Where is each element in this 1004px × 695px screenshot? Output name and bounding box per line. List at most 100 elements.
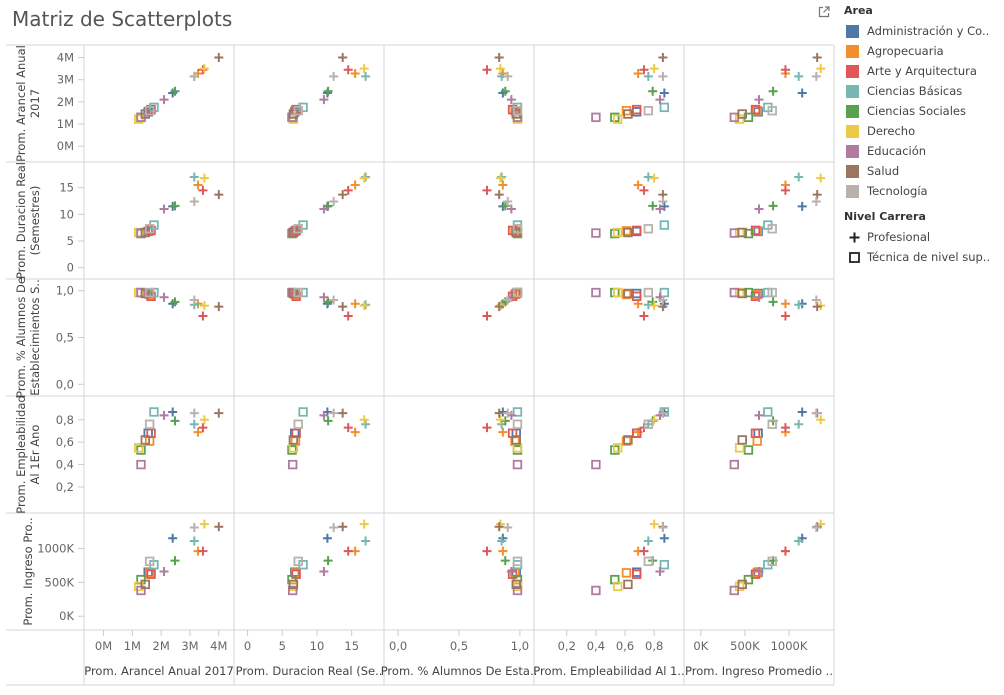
scatter-point-profesional[interactable]	[643, 71, 653, 81]
scatter-point-profesional[interactable]	[780, 423, 790, 433]
scatter-point-tecnica[interactable]	[144, 105, 155, 116]
scatter-point-profesional[interactable]	[794, 71, 804, 81]
scatter-point-profesional[interactable]	[794, 172, 804, 182]
scatter-point-profesional[interactable]	[811, 197, 821, 207]
scatter-point-profesional[interactable]	[482, 65, 492, 75]
scatter-point-tecnica[interactable]	[623, 435, 633, 445]
legend-item-area[interactable]: Salud	[846, 162, 1002, 182]
scatter-point-profesional[interactable]	[794, 419, 804, 429]
scatter-point-tecnica[interactable]	[613, 581, 623, 592]
legend-item-area[interactable]: Administración y Co..	[846, 22, 1002, 42]
scatter-point-profesional[interactable]	[649, 64, 659, 74]
scatter-point-tecnica[interactable]	[743, 574, 754, 585]
scatter-point-profesional[interactable]	[193, 427, 203, 437]
scatter-point-profesional[interactable]	[754, 567, 764, 576]
scatter-point-profesional[interactable]	[198, 423, 208, 433]
scatter-point-tecnica[interactable]	[288, 435, 299, 445]
scatter-point-profesional[interactable]	[329, 295, 339, 305]
scatter-point-profesional[interactable]	[503, 295, 513, 305]
scatter-point-profesional[interactable]	[199, 173, 209, 183]
scatter-point-profesional[interactable]	[780, 65, 790, 75]
scatter-point-tecnica[interactable]	[512, 556, 523, 567]
scatter-point-profesional[interactable]	[498, 427, 508, 437]
scatter-point-tecnica[interactable]	[734, 443, 745, 453]
scatter-point-profesional[interactable]	[816, 64, 826, 74]
scatter-point-profesional[interactable]	[329, 408, 339, 418]
scatter-point-profesional[interactable]	[500, 416, 510, 426]
scatter-point-tecnica[interactable]	[659, 102, 670, 113]
scatter-point-profesional[interactable]	[319, 204, 329, 214]
scatter-point-profesional[interactable]	[639, 185, 649, 195]
scatter-point-profesional[interactable]	[170, 201, 180, 211]
scatter-point-tecnica[interactable]	[591, 459, 601, 470]
scatter-point-tecnica[interactable]	[287, 445, 297, 455]
scatter-point-profesional[interactable]	[658, 197, 668, 207]
scatter-point-profesional[interactable]	[658, 71, 668, 81]
scatter-point-profesional[interactable]	[797, 88, 807, 98]
scatter-point-profesional[interactable]	[329, 197, 339, 207]
scatter-point-profesional[interactable]	[754, 204, 764, 214]
scatter-point-tecnica[interactable]	[631, 291, 642, 301]
scatter-point-tecnica[interactable]	[288, 579, 299, 590]
scatter-point-tecnica[interactable]	[643, 105, 654, 116]
scatter-point-tecnica[interactable]	[512, 445, 523, 455]
legend-item-level[interactable]: Técnica de nivel sup..	[846, 248, 1002, 268]
scatter-point-profesional[interactable]	[659, 88, 669, 98]
scatter-point-profesional[interactable]	[319, 567, 329, 576]
scatter-point-profesional[interactable]	[350, 180, 360, 190]
scatter-point-tecnica[interactable]	[767, 224, 777, 234]
scatter-point-profesional[interactable]	[633, 68, 643, 78]
legend-item-area[interactable]: Tecnología	[846, 182, 1002, 202]
scatter-point-tecnica[interactable]	[293, 105, 303, 116]
scatter-point-profesional[interactable]	[359, 64, 369, 74]
scatter-point-tecnica[interactable]	[133, 114, 144, 124]
scatter-point-profesional[interactable]	[500, 86, 510, 96]
legend-item-level[interactable]: Profesional	[846, 228, 1002, 248]
scatter-point-tecnica[interactable]	[623, 227, 633, 238]
scatter-point-profesional[interactable]	[198, 65, 208, 75]
scatter-point-profesional[interactable]	[506, 567, 516, 576]
scatter-point-profesional[interactable]	[655, 95, 665, 105]
scatter-point-tecnica[interactable]	[737, 288, 747, 299]
scatter-point-tecnica[interactable]	[729, 459, 740, 470]
legend-item-area[interactable]: Agropecuaria	[846, 42, 1002, 62]
scatter-point-profesional[interactable]	[649, 301, 659, 311]
scatter-point-profesional[interactable]	[189, 419, 199, 429]
scatter-point-tecnica[interactable]	[737, 109, 747, 119]
scatter-point-tecnica[interactable]	[511, 435, 521, 445]
scatter-point-tecnica[interactable]	[512, 407, 523, 417]
scatter-point-profesional[interactable]	[189, 197, 199, 207]
scatter-point-profesional[interactable]	[754, 410, 764, 420]
scatter-point-profesional[interactable]	[159, 95, 169, 105]
scatter-point-profesional[interactable]	[168, 407, 178, 417]
scatter-point-profesional[interactable]	[658, 53, 668, 63]
scatter-point-profesional[interactable]	[170, 416, 180, 426]
scatter-point-tecnica[interactable]	[659, 220, 670, 230]
scatter-point-profesional[interactable]	[780, 546, 790, 556]
scatter-point-tecnica[interactable]	[734, 287, 745, 298]
scatter-point-profesional[interactable]	[359, 519, 369, 529]
scatter-point-tecnica[interactable]	[136, 445, 146, 455]
scatter-point-profesional[interactable]	[811, 408, 821, 418]
scatter-point-tecnica[interactable]	[591, 585, 601, 596]
scatter-point-profesional[interactable]	[506, 95, 516, 105]
scatter-point-profesional[interactable]	[189, 408, 199, 418]
scatter-point-profesional[interactable]	[503, 71, 513, 81]
scatter-point-profesional[interactable]	[768, 201, 778, 211]
scatter-point-tecnica[interactable]	[512, 224, 523, 234]
scatter-point-tecnica[interactable]	[623, 288, 633, 299]
scatter-point-profesional[interactable]	[811, 522, 821, 532]
scatter-point-profesional[interactable]	[189, 172, 199, 182]
scatter-point-profesional[interactable]	[319, 95, 329, 105]
scatter-point-profesional[interactable]	[198, 311, 208, 321]
scatter-point-profesional[interactable]	[797, 407, 807, 417]
scatter-point-profesional[interactable]	[214, 522, 224, 532]
scatter-point-tecnica[interactable]	[133, 443, 144, 453]
scatter-point-profesional[interactable]	[811, 71, 821, 81]
scatter-point-tecnica[interactable]	[750, 428, 761, 438]
scatter-point-profesional[interactable]	[658, 295, 668, 305]
scatter-point-tecnica[interactable]	[511, 288, 521, 299]
scatter-point-tecnica[interactable]	[298, 407, 308, 417]
scatter-point-tecnica[interactable]	[287, 459, 298, 470]
scatter-point-tecnica[interactable]	[136, 459, 146, 470]
